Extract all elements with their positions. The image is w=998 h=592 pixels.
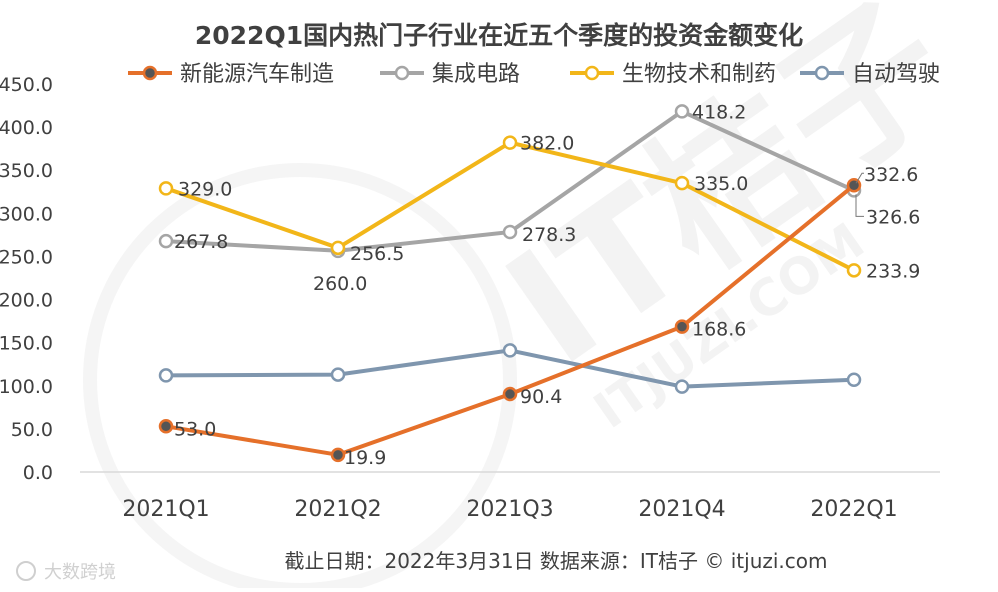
data-label: 329.0 [178,178,232,200]
data-label: 382.0 [520,133,574,155]
data-label: 267.8 [174,231,228,253]
legend-item: 新能源汽车制造 [128,62,334,87]
data-point [674,379,690,394]
leader-line [855,172,864,184]
data-point [330,447,346,463]
y-tick-label: 200.0 [0,290,53,312]
legend-item: 生物技术和制药 [570,62,776,87]
y-tick-label: 300.0 [0,203,53,225]
data-point [330,367,346,382]
corner-logo-text: 大数跨境 [44,562,116,583]
data-label: 19.9 [344,447,386,469]
data-label: 260.0 [313,273,367,295]
legend-label: 新能源汽车制造 [180,62,334,87]
data-point [502,224,518,240]
data-label: 53.0 [174,418,216,440]
legend-label: 自动驾驶 [852,62,940,87]
data-point [158,181,174,196]
corner-logo-icon [16,561,36,581]
y-tick-label: 250.0 [0,246,53,268]
data-point [502,343,518,358]
data-point [502,386,518,402]
data-point [158,368,174,383]
x-tick-label: 2022Q1 [810,497,897,522]
y-tick-label: 100.0 [0,376,53,398]
y-tick-label: 450.0 [0,74,53,96]
data-point [502,135,518,150]
y-tick-label: 150.0 [0,333,53,355]
data-label: 332.6 [864,164,918,186]
x-tick-label: 2021Q1 [122,497,209,522]
y-tick-label: 0.0 [23,462,53,484]
legend-marker [142,65,158,81]
legend-item: 集成电路 [380,62,520,87]
data-label: 278.3 [522,224,576,246]
data-point [674,175,690,191]
data-point [674,104,690,119]
data-point [846,372,862,387]
data-point [158,233,174,249]
data-point [330,240,346,256]
y-tick-label: 350.0 [0,160,53,182]
x-tick-label: 2021Q3 [466,497,553,522]
x-axis: 2021Q1 2021Q2 2021Q3 2021Q4 2022Q1 [122,497,897,522]
data-point [846,177,862,193]
y-axis: 0.0 50.0 100.0 150.0 200.0 250.0 300.0 350.0 400… [0,74,53,484]
legend-marker [394,65,410,81]
legend: 新能源汽车制造 集成电路 生物技术和制药 自动驾驶 [128,62,940,87]
x-tick-label: 2021Q2 [294,497,381,522]
data-label: 335.0 [694,173,748,195]
data-label: 256.5 [350,243,404,265]
legend-label: 生物技术和制药 [622,62,776,87]
data-label: 326.6 [866,206,920,228]
data-label: 168.6 [692,319,746,341]
data-point [158,419,174,434]
legend-marker [584,65,600,81]
y-tick-label: 400.0 [0,117,53,139]
footer-note: 截止日期：2022年3月31日 数据来源：IT桔子 © itjuzi.com [284,549,827,573]
legend-marker [814,65,830,81]
plot-area: 267.8 256.5 278.3 418.2 326.6 329.0 260.0 382.0… [158,101,920,469]
data-label: 418.2 [692,101,746,123]
legend-label: 集成电路 [432,62,520,87]
data-point [674,319,690,334]
leader-line [855,194,864,217]
legend-item: 自动驾驶 [800,62,940,87]
corner-logo: 大数跨境 [16,561,116,583]
chart-title: 2022Q1国内热门子行业在近五个季度的投资金额变化 [195,21,803,50]
data-label: 90.4 [520,386,562,408]
y-tick-label: 50.0 [11,419,53,441]
data-point [846,263,862,278]
x-tick-label: 2021Q4 [638,497,725,522]
data-label: 233.9 [866,260,920,282]
